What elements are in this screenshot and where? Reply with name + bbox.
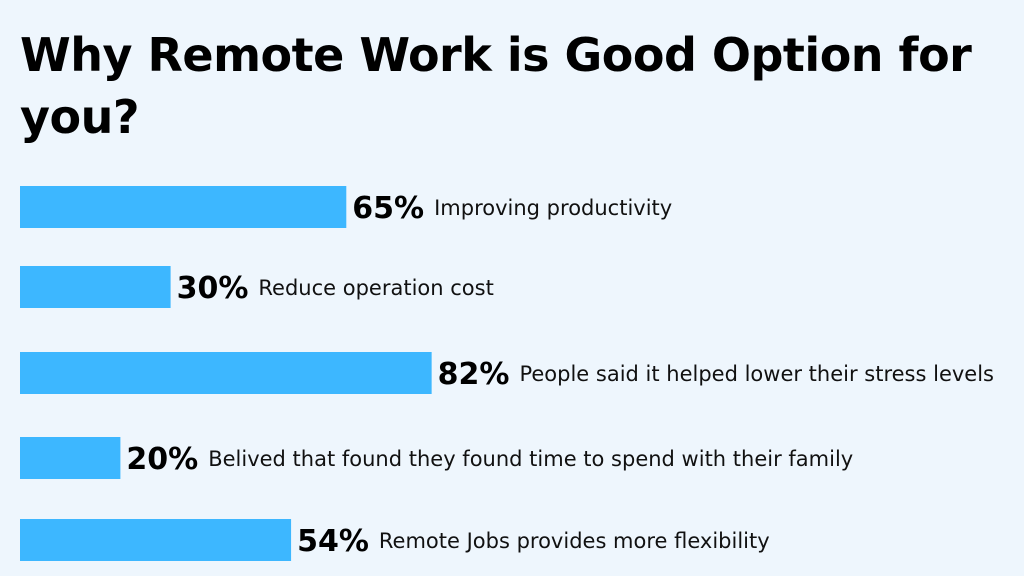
bar-5 bbox=[20, 519, 292, 561]
chart-title: Why Remote Work is Good Option for you? bbox=[20, 28, 972, 144]
bar-2 bbox=[20, 266, 171, 308]
bar-3 bbox=[20, 352, 432, 394]
category-label-5: Remote Jobs provides more flexibility bbox=[379, 529, 770, 553]
value-label-5: 54% bbox=[297, 524, 369, 559]
value-label-2: 30% bbox=[177, 271, 249, 306]
category-label-2: Reduce operation cost bbox=[258, 276, 493, 300]
category-label-4: Belived that found they found time to sp… bbox=[208, 447, 853, 471]
value-label-3: 82% bbox=[438, 357, 510, 392]
bar-4 bbox=[20, 437, 121, 479]
bar-1 bbox=[20, 186, 347, 228]
category-label-1: Improving productivity bbox=[434, 196, 672, 220]
category-label-3: People said it helped lower their stress… bbox=[519, 362, 994, 386]
value-label-4: 20% bbox=[126, 442, 198, 477]
value-label-1: 65% bbox=[352, 191, 424, 226]
